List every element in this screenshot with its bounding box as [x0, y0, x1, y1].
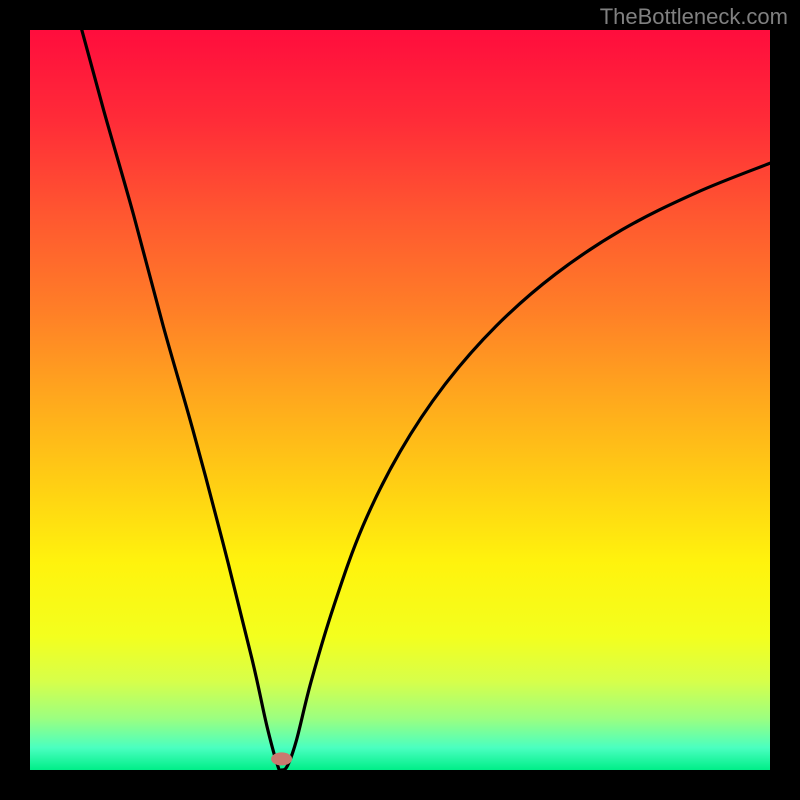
bottleneck-curve — [82, 30, 770, 770]
plot-area — [30, 30, 770, 770]
curve-layer — [30, 30, 770, 770]
optimal-point-marker — [272, 753, 292, 765]
watermark-text: TheBottleneck.com — [600, 4, 788, 30]
